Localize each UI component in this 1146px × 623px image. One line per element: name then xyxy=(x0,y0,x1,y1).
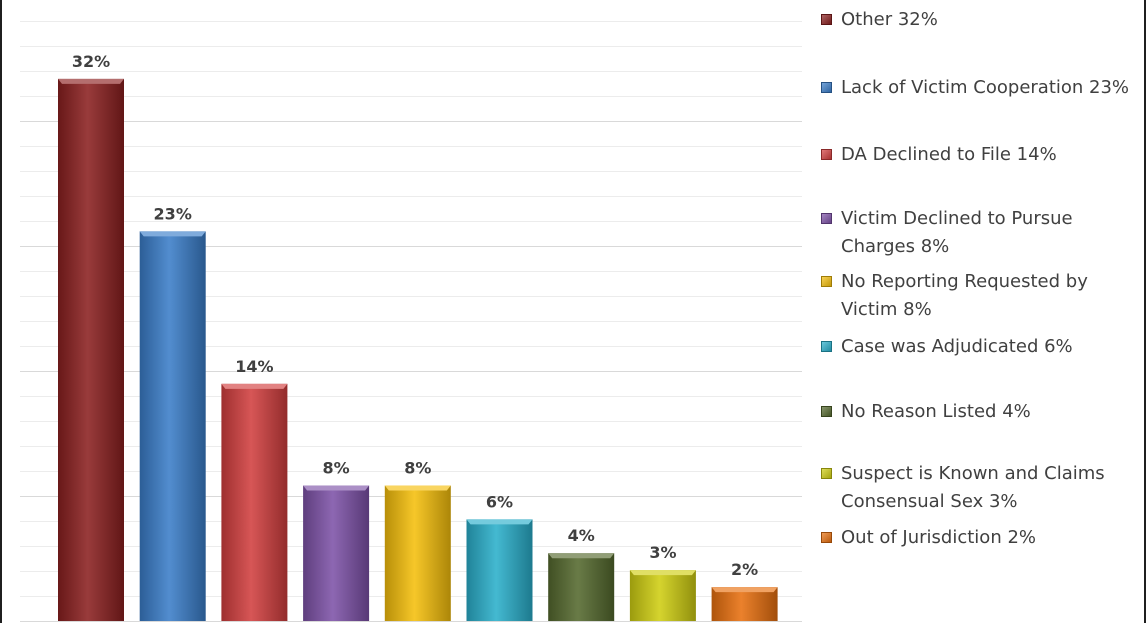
legend-label: DA Declined to File 14% xyxy=(841,144,1057,165)
bar-cap xyxy=(548,553,615,559)
bars xyxy=(58,78,778,622)
legend-item-victim-declined-to-pursue-charges: Victim Declined to Pursue Charges 8% xyxy=(819,205,1139,261)
legend-label: Victim Declined to Pursue Charges 8% xyxy=(841,208,1073,257)
legend: Other 32% Lack of Victim Cooperation 23%… xyxy=(819,0,1141,623)
bar-cap xyxy=(139,231,206,237)
bar-cap xyxy=(221,383,288,389)
bar-cap xyxy=(711,587,778,593)
bar-no-reporting-requested-by-victim xyxy=(384,485,451,621)
legend-swatch-lack-of-victim-cooperation xyxy=(821,82,832,93)
legend-item-out-of-jurisdiction: Out of Jurisdiction 2% xyxy=(819,524,1139,552)
legend-swatch-no-reporting-requested-by-victim xyxy=(821,276,832,287)
legend-label: No Reason Listed 4% xyxy=(841,401,1031,422)
legend-item-no-reason-listed: No Reason Listed 4% xyxy=(819,398,1139,426)
bar-cap xyxy=(303,485,370,491)
bar-victim-declined-to-pursue-charges xyxy=(303,485,370,621)
legend-label: No Reporting Requested by Victim 8% xyxy=(841,271,1088,320)
bar-cap xyxy=(384,485,451,491)
bar-case-was-adjudicated xyxy=(466,519,533,621)
data-label: 32% xyxy=(72,52,110,71)
bar-suspect-is-known-and-claims-consensual-sex xyxy=(629,570,696,621)
legend-swatch-da-declined-to-file xyxy=(821,149,832,160)
legend-item-no-reporting-requested-by-victim: No Reporting Requested by Victim 8% xyxy=(819,268,1139,324)
legend-label: Case was Adjudicated 6% xyxy=(841,336,1073,357)
legend-swatch-case-was-adjudicated xyxy=(821,341,832,352)
legend-item-suspect-is-known-and-claims-consensual-sex: Suspect is Known and Claims Consensual S… xyxy=(819,460,1139,516)
data-label: 6% xyxy=(486,492,513,511)
data-label: 23% xyxy=(154,204,192,223)
data-label: 8% xyxy=(323,458,350,477)
legend-item-case-was-adjudicated: Case was Adjudicated 6% xyxy=(819,333,1139,361)
data-label: 4% xyxy=(568,526,595,545)
legend-item-other: Other 32% xyxy=(819,6,1139,34)
legend-label: Suspect is Known and Claims Consensual S… xyxy=(841,463,1105,512)
bar-cap xyxy=(58,78,124,84)
legend-swatch-suspect-is-known-and-claims-consensual-sex xyxy=(821,468,832,479)
legend-swatch-no-reason-listed xyxy=(821,406,832,417)
data-label: 3% xyxy=(649,543,676,562)
data-label: 2% xyxy=(731,560,758,579)
legend-item-lack-of-victim-cooperation: Lack of Victim Cooperation 23% xyxy=(819,74,1139,102)
bar-out-of-jurisdiction xyxy=(711,587,778,621)
legend-label: Other 32% xyxy=(841,9,938,30)
bar-cap xyxy=(629,570,696,576)
data-label: 14% xyxy=(235,357,273,376)
legend-swatch-out-of-jurisdiction xyxy=(821,532,832,543)
legend-swatch-victim-declined-to-pursue-charges xyxy=(821,213,832,224)
bar-cap xyxy=(466,519,533,525)
legend-label: Lack of Victim Cooperation 23% xyxy=(841,77,1130,98)
bar-other xyxy=(58,78,124,622)
legend-swatch-other xyxy=(821,14,832,25)
bar-da-declined-to-file xyxy=(221,383,288,621)
bar-lack-of-victim-cooperation xyxy=(139,231,206,621)
bar-no-reason-listed xyxy=(548,553,615,621)
legend-item-da-declined-to-file: DA Declined to File 14% xyxy=(819,141,1139,169)
data-labels: 32% 23% 14% 8% 8% 6% 4% 3% 2% xyxy=(72,52,758,579)
legend-label: Out of Jurisdiction 2% xyxy=(841,527,1037,548)
data-label: 8% xyxy=(404,458,431,477)
